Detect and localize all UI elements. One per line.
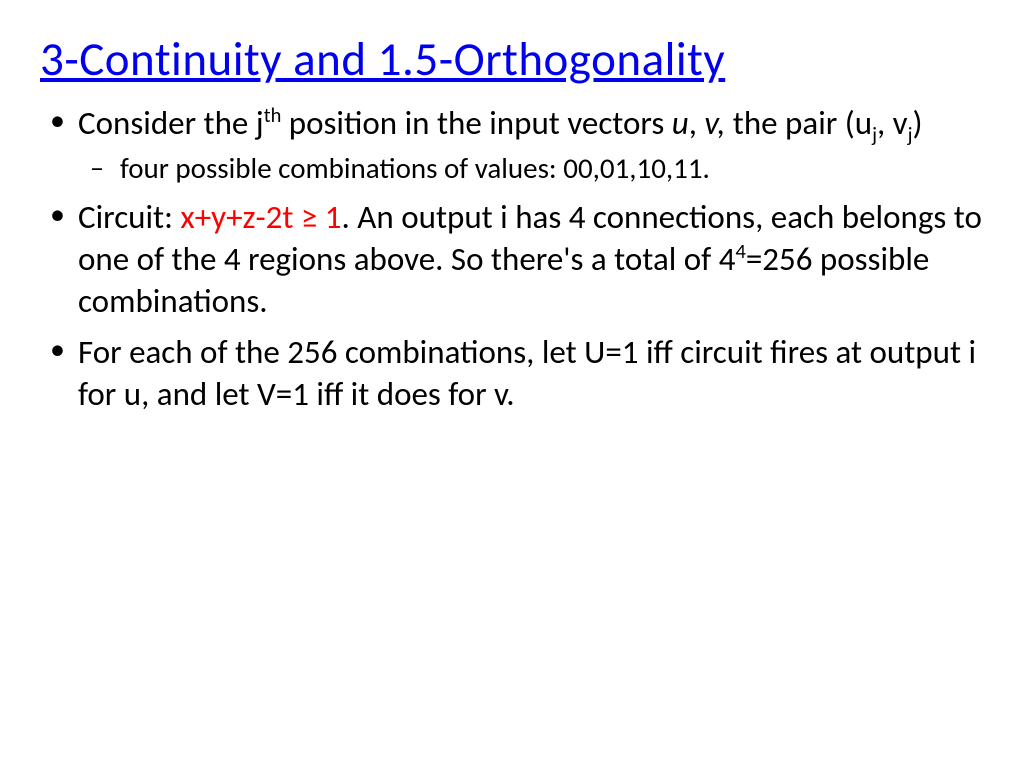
b1-sup-th: th <box>264 104 282 128</box>
b2-formula-red: x+y+z-2t ≥ 1 <box>180 197 341 237</box>
sub-bullet-list: four possible combinations of values: 00… <box>78 150 984 188</box>
bullet-list: Consider the jth position in the input v… <box>40 102 984 415</box>
b1-comma2: , v <box>877 103 908 143</box>
b1-var-v: v, <box>704 103 725 143</box>
bullet-item-1: Consider the jth position in the input v… <box>40 102 984 188</box>
b2-pre: Circuit: <box>78 197 180 237</box>
b2-sup-4: 4 <box>735 240 745 264</box>
slide-title: 3-Continuity and 1.5-Orthogonality <box>40 30 984 88</box>
sub-bullet-item-1: four possible combinations of values: 00… <box>78 150 984 188</box>
b1-text-pre: Consider the j <box>78 103 264 143</box>
b1-close: ) <box>912 103 922 143</box>
b1-mid2: the pair (u <box>725 103 872 143</box>
b1-comma1: , <box>689 103 705 143</box>
bullet-item-2: Circuit: x+y+z-2t ≥ 1. An output i has 4… <box>40 196 984 323</box>
bullet-item-3: For each of the 256 combinations, let U=… <box>40 331 984 415</box>
b1-mid1: position in the input vectors <box>281 103 671 143</box>
b1-var-u: u <box>672 103 689 143</box>
